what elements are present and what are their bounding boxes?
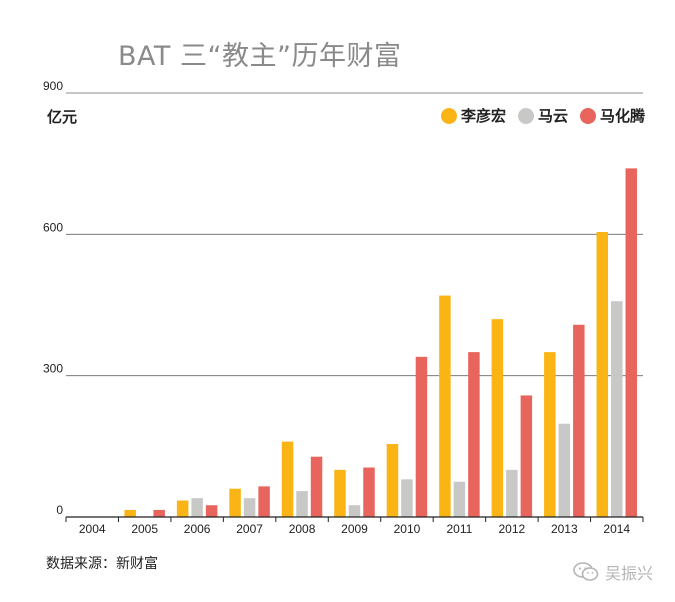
legend-item-ma-yun: 马云	[517, 105, 568, 126]
bar	[573, 324, 585, 517]
x-tick-label: 2005	[131, 522, 158, 536]
bar	[439, 295, 451, 517]
x-tick-label: 2011	[447, 522, 473, 536]
x-tick-label: 2010	[394, 522, 421, 536]
bar	[205, 505, 218, 517]
bars	[124, 168, 638, 517]
legend-label: 马化腾	[599, 107, 645, 125]
x-tick-label: 2012	[499, 522, 526, 536]
legend: 李彦宏 马云 马化腾	[440, 105, 645, 126]
bar	[415, 356, 428, 517]
bar	[401, 479, 413, 517]
legend-label: 马云	[537, 107, 568, 125]
legend-item-ma-huateng: 马化腾	[579, 105, 645, 126]
wechat-icon	[573, 562, 599, 581]
bar	[363, 467, 375, 517]
bar	[296, 491, 308, 517]
bar	[281, 441, 294, 517]
bar	[191, 498, 203, 517]
bar	[310, 456, 323, 517]
bar	[544, 352, 556, 517]
bar	[243, 498, 256, 517]
bar	[453, 481, 466, 517]
bar	[258, 486, 270, 517]
y-tick-label: 0	[56, 503, 63, 517]
legend-swatch	[579, 107, 596, 124]
bar	[176, 500, 189, 517]
chart-title: BAT 三“教主”历年财富	[118, 41, 402, 72]
axes: 0 300 600 900 2004 2005 2006 2007 2008 2009 2010 20…	[43, 79, 644, 536]
bar	[520, 395, 533, 517]
bar	[153, 509, 165, 517]
watermark: 吴振兴	[573, 560, 653, 584]
bar	[348, 505, 361, 517]
bar	[491, 319, 504, 517]
legend-swatch	[517, 107, 534, 124]
x-tick-label: 2013	[551, 522, 578, 536]
y-tick-label: 300	[43, 362, 63, 376]
legend-label: 李彦宏	[460, 107, 506, 125]
x-tick-label: 2008	[289, 522, 316, 536]
watermark-text: 吴振兴	[604, 564, 653, 583]
bar	[468, 352, 480, 517]
bar	[558, 423, 571, 517]
x-tick-label: 2007	[236, 522, 263, 536]
bar	[334, 469, 346, 517]
x-tick-label: 2004	[79, 522, 106, 536]
bar	[124, 509, 136, 517]
legend-swatch	[440, 107, 457, 124]
data-source: 数据来源：新财富	[46, 556, 158, 572]
x-tick-label: 2014	[603, 522, 630, 536]
x-tick-label: 2009	[341, 522, 368, 536]
y-tick-label: 900	[43, 79, 63, 93]
y-axis-label: 亿元	[47, 108, 78, 126]
bar	[229, 488, 241, 517]
bar	[386, 443, 399, 517]
bar	[596, 231, 609, 517]
x-tick-label: 2006	[184, 522, 211, 536]
bar	[506, 469, 518, 517]
bar	[611, 301, 623, 517]
grid-lines	[66, 92, 643, 377]
y-tick-label: 600	[43, 220, 63, 234]
bar	[625, 168, 638, 517]
legend-item-li-yanhong: 李彦宏	[440, 105, 506, 126]
